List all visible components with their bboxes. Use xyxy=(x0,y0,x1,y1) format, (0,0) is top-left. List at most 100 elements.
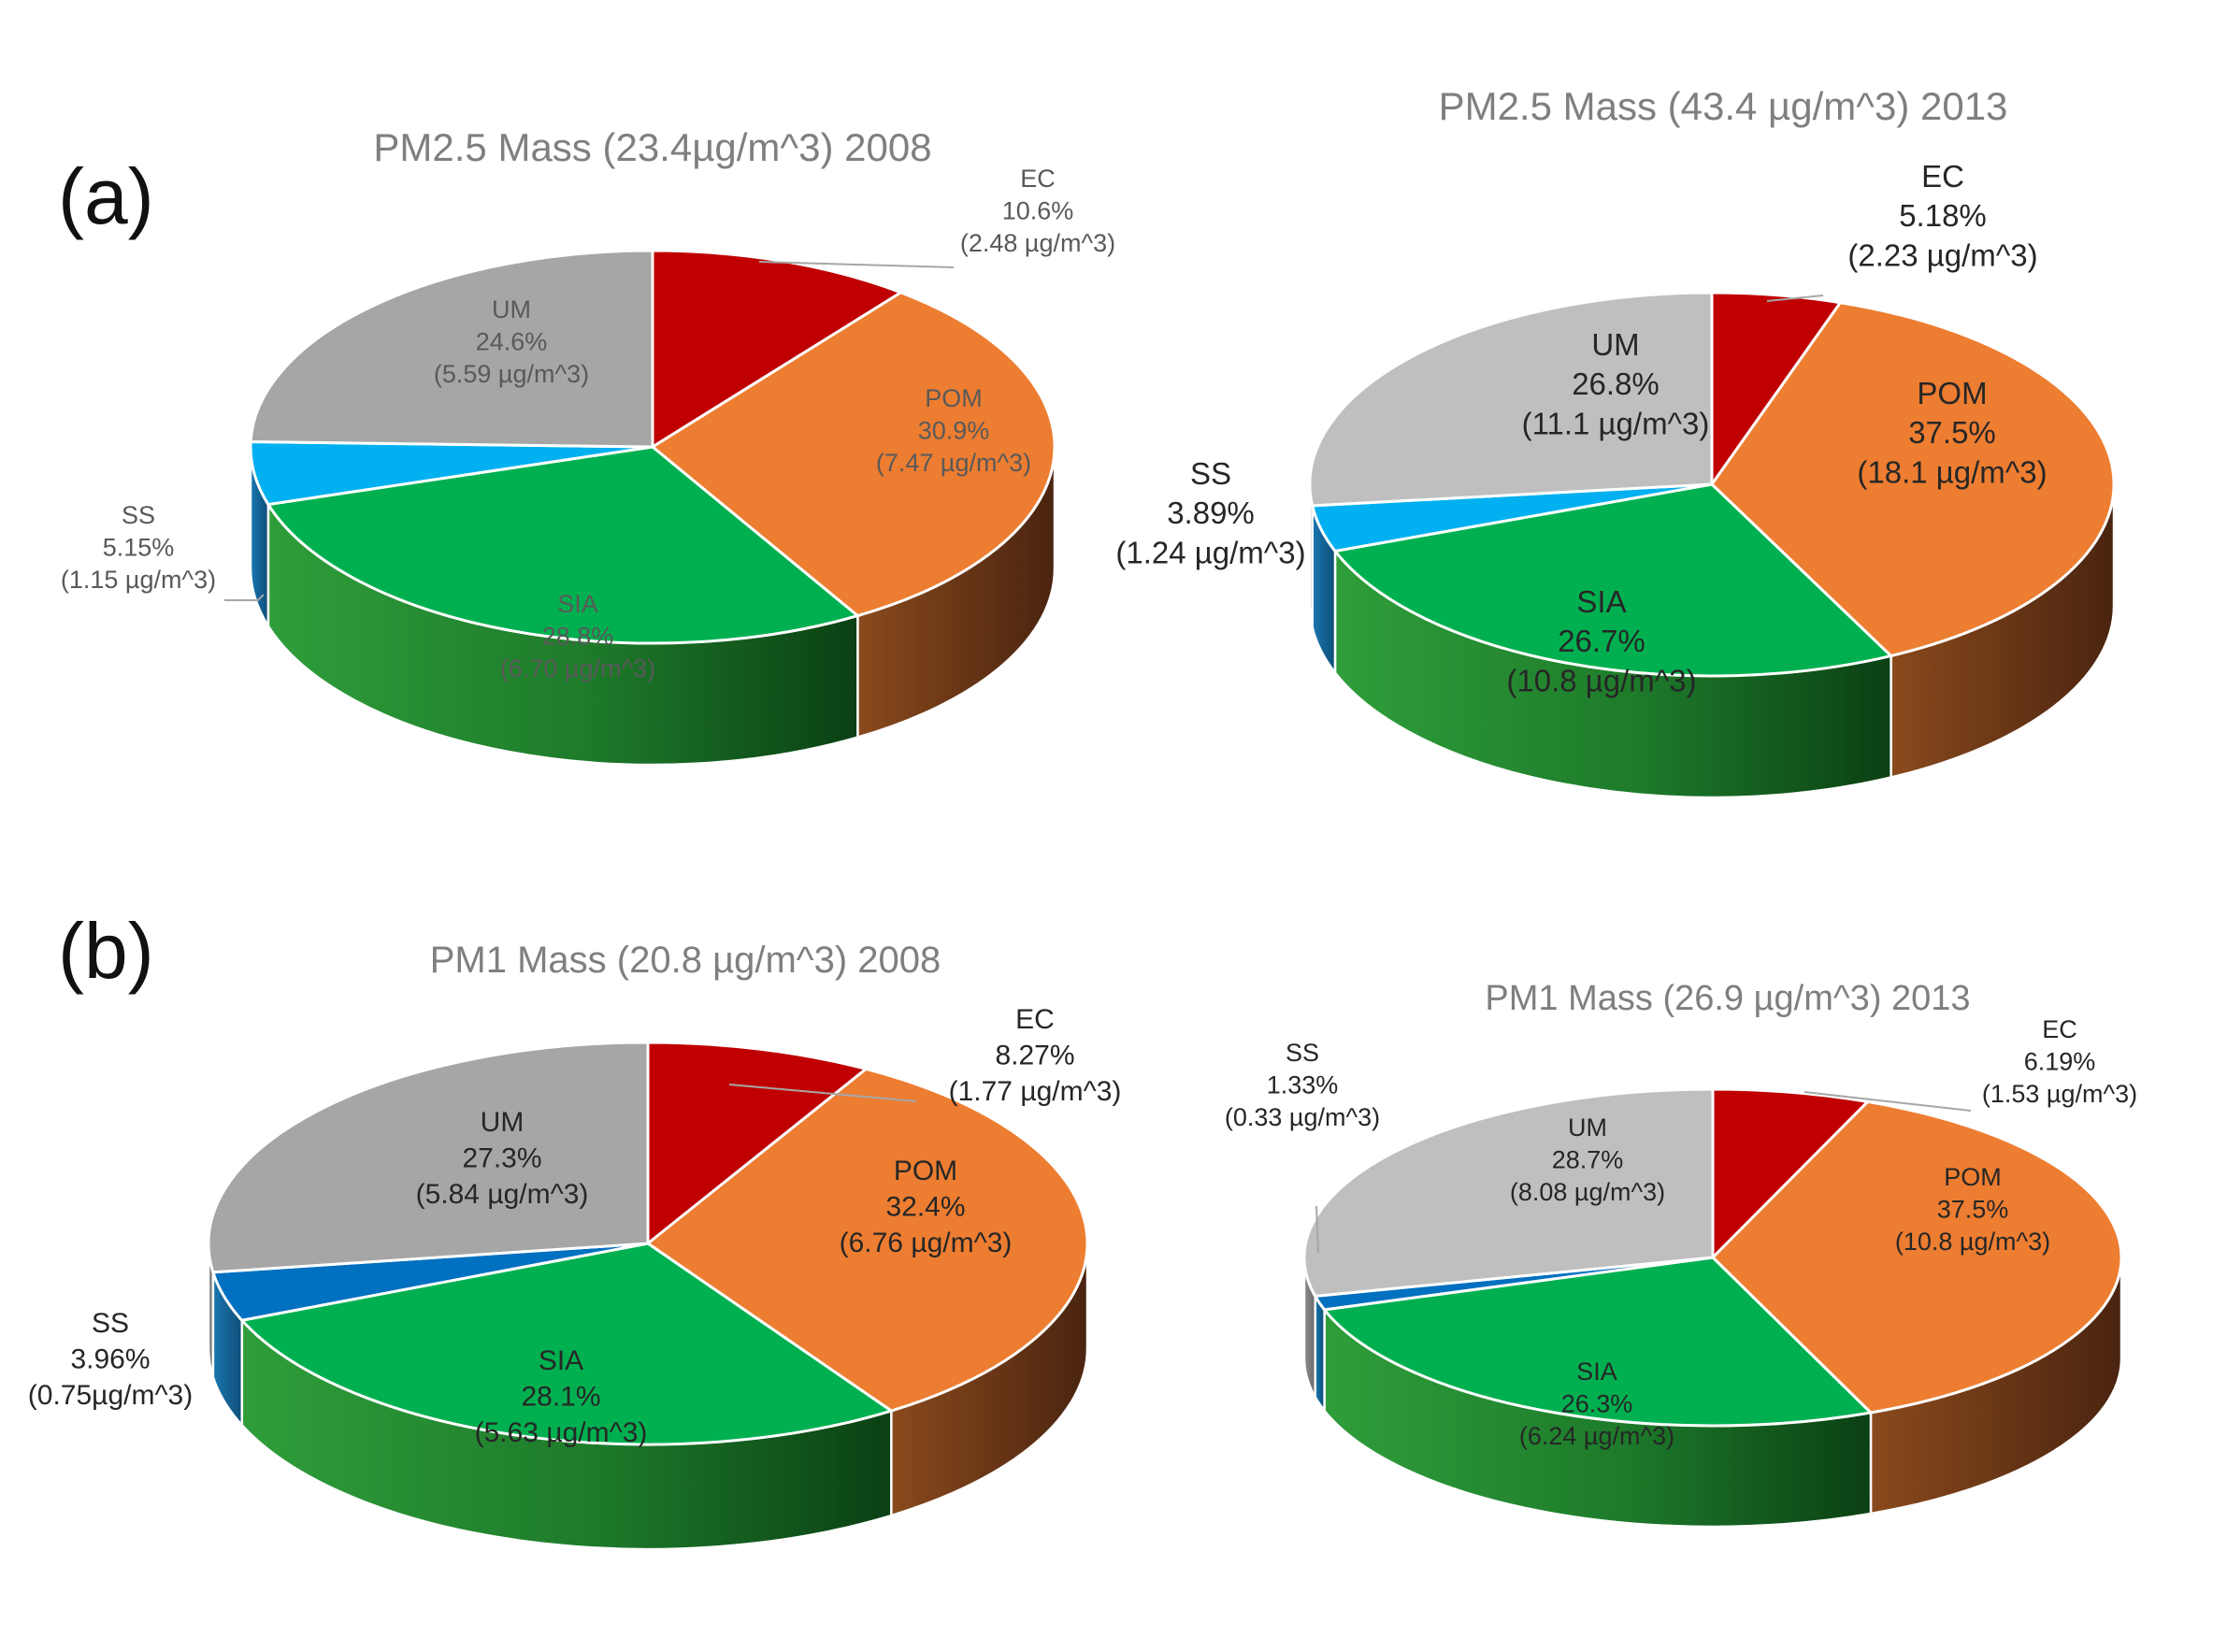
slice-label-mass-um: (5.84 µg/m^3) xyxy=(416,1179,589,1210)
panel-label-b: (b) xyxy=(58,907,154,995)
pie-slice-sia xyxy=(238,1242,895,1446)
slice-label-mass-ss: (1.24 µg/m^3) xyxy=(1115,535,1305,569)
pie-slice-sia xyxy=(1332,482,1894,678)
slice-label-mass-ss: (0.75µg/m^3) xyxy=(28,1380,193,1411)
slice-label-name-ec: EC xyxy=(2042,1015,2077,1043)
panel-label-a: (a) xyxy=(58,152,154,240)
pie-slice-um xyxy=(1302,1087,1715,1298)
slice-label-percent-pom: 37.5% xyxy=(1908,415,1996,450)
slice-label-percent-pom: 37.5% xyxy=(1937,1196,2009,1224)
slice-label-percent-ss: 3.89% xyxy=(1167,496,1255,530)
slice-label-percent-ss: 1.33% xyxy=(1267,1071,1339,1099)
pie-top-faces xyxy=(1302,1087,2123,1428)
pie-labels: EC 6.19% (1.53 µg/m^3) POM 37.5% (10.8 µg/m^3… xyxy=(1225,1015,2137,1450)
slice-label-name-ss: SS xyxy=(1190,456,1231,491)
slice-label-name-ec: EC xyxy=(1020,165,1056,193)
pie-slice-ec xyxy=(651,249,904,450)
slice-label-mass-sia: (6.24 µg/m^3) xyxy=(1519,1422,1674,1450)
pie-labels: EC 8.27% (1.77 µg/m^3) POM 32.4% (6.76 µg/m^3… xyxy=(28,1004,1122,1448)
pie-slice-um xyxy=(249,249,654,449)
pie-top-faces xyxy=(1308,291,2116,678)
slice-label-percent-ec: 8.27% xyxy=(995,1040,1074,1070)
slice-label-percent-pom: 30.9% xyxy=(918,417,990,445)
slice-label-percent-ss: 3.96% xyxy=(70,1343,150,1374)
pie-slice-pom xyxy=(650,291,1056,618)
slice-label-name-um: UM xyxy=(1568,1113,1607,1142)
slice-label-name-pom: POM xyxy=(894,1156,957,1186)
slice-label-name-sia: SIA xyxy=(1576,584,1626,619)
slice-label-percent-sia: 26.3% xyxy=(1561,1390,1633,1418)
slice-label-mass-sia: (6.70 µg/m^3) xyxy=(500,654,655,682)
pie-slice-ec xyxy=(1710,291,1844,489)
pie-chart-2: PM2.5 Mass (43.4 µg/m^3) 2013 EC 5.18% (2.2… xyxy=(1115,84,2116,799)
pie-slice-pom xyxy=(1710,1099,2123,1415)
slice-label-name-sia: SIA xyxy=(1576,1358,1617,1386)
slice-label-percent-ec: 5.18% xyxy=(1899,198,1987,233)
slice-label-name-sia: SIA xyxy=(557,590,598,618)
slice-label-mass-um: (11.1 µg/m^3) xyxy=(1522,406,1710,440)
slice-label-name-pom: POM xyxy=(1917,376,1987,410)
slice-label-mass-pom: (6.76 µg/m^3) xyxy=(840,1228,1013,1258)
slice-label-percent-um: 27.3% xyxy=(462,1142,541,1173)
pie-slice-pom xyxy=(1710,301,2116,658)
slice-label-mass-um: (8.08 µg/m^3) xyxy=(1510,1178,1665,1206)
slice-label-name-um: UM xyxy=(481,1107,525,1138)
pie-labels: EC 5.18% (2.23 µg/m^3) POM 37.5% (18.1 µg/m^3… xyxy=(1115,159,2047,697)
leader-line-ec xyxy=(728,1084,917,1102)
slice-label-mass-um: (5.59 µg/m^3) xyxy=(434,360,589,388)
slice-label-percent-ec: 6.19% xyxy=(2024,1048,2096,1076)
slice-label-name-ss: SS xyxy=(92,1308,129,1339)
slice-label-percent-sia: 28.1% xyxy=(521,1381,600,1412)
slice-label-mass-pom: (18.1 µg/m^3) xyxy=(1857,454,2047,489)
pie-slice-sia xyxy=(266,445,861,645)
slice-label-name-ss: SS xyxy=(1286,1039,1319,1067)
slice-label-percent-sia: 28.8% xyxy=(542,623,614,651)
pie-chart-3: PM1 Mass (20.8 µg/m^3) 2008 EC 8.27% (1.77 … xyxy=(28,940,1122,1551)
slice-label-mass-ec: (1.77 µg/m^3) xyxy=(949,1076,1122,1107)
chart-title: PM2.5 Mass (23.4µg/m^3) 2008 xyxy=(373,125,931,169)
leader-line-ec xyxy=(1803,1091,1972,1112)
slice-label-name-ss: SS xyxy=(122,501,155,529)
slice-label-name-um: UM xyxy=(1591,327,1639,362)
pie-slice-ec xyxy=(1711,1087,1871,1261)
slice-label-mass-ec: (1.53 µg/m^3) xyxy=(1982,1080,2137,1108)
slice-label-name-pom: POM xyxy=(925,384,983,412)
chart-title: PM1 Mass (20.8 µg/m^3) 2008 xyxy=(430,940,941,981)
slice-label-percent-pom: 32.4% xyxy=(885,1191,965,1222)
chart-title: PM1 Mass (26.9 µg/m^3) 2013 xyxy=(1485,979,1970,1018)
pie-slice-sia xyxy=(1321,1256,1875,1428)
slice-label-percent-ss: 5.15% xyxy=(103,534,175,562)
slice-label-mass-sia: (10.8 µg/m^3) xyxy=(1506,663,1696,697)
slice-label-mass-ec: (2.23 µg/m^3) xyxy=(1847,237,2037,272)
pie-chart-4: PM1 Mass (26.9 µg/m^3) 2013 EC 6.19% (1.53 … xyxy=(1225,979,2137,1529)
leader-line-ec xyxy=(758,261,955,268)
slice-label-name-um: UM xyxy=(492,295,531,323)
slice-label-name-ec: EC xyxy=(1921,159,1964,194)
slice-label-percent-um: 28.7% xyxy=(1552,1146,1624,1174)
leader-line-ss xyxy=(1315,1205,1319,1254)
pie-slice-um xyxy=(1308,291,1714,508)
slice-label-mass-ss: (0.33 µg/m^3) xyxy=(1225,1103,1380,1131)
slice-label-name-ec: EC xyxy=(1015,1004,1055,1035)
slice-label-percent-ec: 10.6% xyxy=(1002,197,1074,225)
leader-line-ss xyxy=(224,594,265,601)
pie-chart-1: PM2.5 Mass (23.4µg/m^3) 2008 EC 10.6% (2.48… xyxy=(61,125,1115,767)
slice-label-percent-um: 24.6% xyxy=(476,328,548,356)
chart-title: PM2.5 Mass (43.4 µg/m^3) 2013 xyxy=(1439,84,2008,128)
slice-label-mass-pom: (7.47 µg/m^3) xyxy=(876,449,1031,477)
slice-label-mass-sia: (5.63 µg/m^3) xyxy=(475,1417,648,1448)
slice-label-percent-um: 26.8% xyxy=(1572,366,1660,401)
slice-label-percent-sia: 26.7% xyxy=(1558,624,1645,658)
slice-label-name-pom: POM xyxy=(1944,1163,2002,1191)
slice-label-name-sia: SIA xyxy=(539,1345,583,1376)
leader-line-ec xyxy=(1766,294,1824,302)
pie-top-faces xyxy=(249,249,1056,645)
slice-label-mass-ec: (2.48 µg/m^3) xyxy=(960,229,1115,257)
slice-label-mass-pom: (10.8 µg/m^3) xyxy=(1895,1228,2050,1256)
pie-slice-um xyxy=(207,1041,650,1274)
pie-slice-pom xyxy=(645,1067,1089,1413)
pie-side-ss xyxy=(1314,1291,1326,1415)
slice-label-mass-ss: (1.15 µg/m^3) xyxy=(61,566,216,594)
